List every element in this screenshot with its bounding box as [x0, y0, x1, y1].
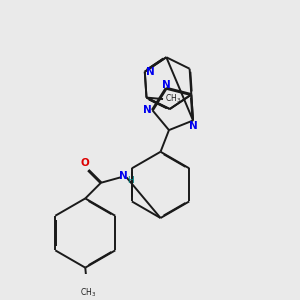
- Text: CH$_3$: CH$_3$: [80, 286, 96, 299]
- Text: CH$_3$: CH$_3$: [166, 93, 182, 105]
- Text: N: N: [119, 171, 128, 181]
- Text: O: O: [80, 158, 89, 168]
- Text: N: N: [142, 105, 151, 115]
- Text: N: N: [162, 80, 171, 90]
- Text: N: N: [146, 67, 154, 77]
- Text: H: H: [127, 176, 134, 185]
- Text: N: N: [189, 121, 198, 131]
